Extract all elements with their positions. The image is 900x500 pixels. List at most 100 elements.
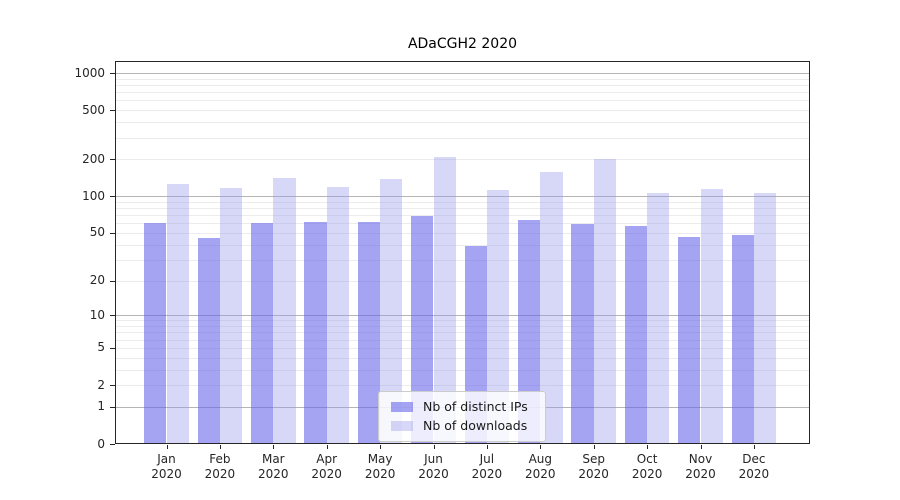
x-tick-label-month: Dec [742,452,766,466]
legend: Nb of distinct IPs Nb of downloads [378,391,546,442]
x-tick-mark-jan [166,445,168,449]
x-tick-label-month: Jul [479,452,495,466]
gridline-minor-3 [115,369,810,371]
gridline-minor-80 [115,208,810,209]
x-tick-label-year: 2020 [578,467,609,481]
gridline-minor-600 [115,100,810,102]
y-tick-label-500: 500 [82,102,105,117]
y-tick-label-10: 10 [89,307,105,322]
x-tick-mark-mar [273,445,275,449]
chart-title: ADaCGH2 2020 [407,36,518,52]
gridline-minor-5 [115,347,810,349]
x-tick-mark-jul [486,445,488,449]
gridline-minor-300 [115,137,810,139]
x-tick-label-jan: Jan 2020 [140,452,194,482]
bar-downloads-aug [540,171,563,444]
gridline-minor-30 [115,259,810,261]
x-tick-label-month: Nov [688,452,713,466]
x-tick-mark-nov [700,445,702,449]
x-tick-label-month: Oct [636,452,658,466]
x-tick-mark-dec [753,445,755,449]
x-tick-label-year: 2020 [525,467,556,481]
x-tick-label-year: 2020 [204,467,236,481]
x-tick-mark-oct [647,445,649,449]
x-tick-label-month: Mar [261,452,285,466]
y-tick-mark-1000 [110,73,115,74]
x-tick-label-dec: Dec 2020 [727,452,781,482]
x-tick-mark-aug [540,445,542,449]
y-tick-mark-50 [110,232,115,234]
gridline-minor-60 [115,223,810,225]
x-tick-mark-feb [219,445,221,449]
x-tick-label-year: 2020 [151,467,182,481]
x-tick-label-apr: Apr 2020 [300,452,354,482]
gridline-minor-7 [115,332,810,334]
x-tick-label-month: Sep [582,452,605,466]
y-tick-label-50: 50 [89,225,105,240]
bar-ips-aug [517,219,541,444]
gridline-major-10 [115,315,810,317]
bar-ips-oct [624,226,648,444]
bar-downloads-jun [433,156,456,444]
gridline-minor-2 [115,385,810,386]
x-tick-mark-apr [326,445,328,449]
bar-downloads-dec [753,192,777,444]
bar-downloads-feb [219,188,243,444]
gridline-minor-900 [115,78,810,80]
y-tick-label-100: 100 [82,188,105,203]
bar-downloads-oct [647,193,670,444]
bar-downloads-jul [486,189,510,444]
gridline-minor-70 [115,215,810,217]
bar-downloads-nov [700,189,723,444]
x-tick-label-oct: Oct 2020 [620,452,674,482]
y-tick-mark-100 [110,196,115,198]
x-tick-mark-sep [593,445,595,449]
y-tick-label-2: 2 [97,377,105,392]
x-tick-label-year: 2020 [738,467,770,481]
bar-downloads-jan [166,183,189,444]
bar-downloads-may [380,179,403,444]
y-tick-mark-20 [110,280,115,282]
gridline-minor-50 [115,232,810,234]
gridline-minor-40 [115,244,810,246]
y-tick-mark-5 [110,347,115,349]
x-tick-mark-jun [433,445,435,449]
gridline-minor-200 [115,159,810,161]
gridline-minor-800 [115,85,810,86]
legend-label-downloads: Nb of downloads [423,418,528,433]
bar-ips-feb [197,238,220,444]
bar-downloads-sep [593,159,617,444]
y-tick-label-1000: 1000 [74,65,105,80]
x-tick-mark-may [380,445,382,449]
plot-area: Nb of distinct IPs Nb of downloads [115,61,810,444]
y-tick-mark-10 [110,315,115,317]
x-tick-label-month: May [367,452,393,466]
x-tick-label-month: Feb [209,452,231,466]
x-tick-label-aug: Aug 2020 [513,452,567,482]
x-tick-label-mar: Mar 2020 [246,452,300,482]
x-tick-label-may: May 2020 [353,452,407,482]
gridline-major-100 [115,196,810,198]
bar-ips-may [357,221,381,444]
x-tick-label-year: 2020 [685,467,716,481]
x-tick-label-month: Jun [424,452,443,466]
y-tick-mark-200 [110,159,115,161]
x-tick-label-nov: Nov 2020 [674,452,728,482]
legend-item-distinct-ips: Nb of distinct IPs [379,397,545,416]
x-tick-label-year: 2020 [471,467,503,481]
gridline-minor-400 [115,122,810,124]
bar-ips-jan [144,223,167,444]
bar-ips-nov [678,237,701,444]
x-tick-label-jun: Jun 2020 [407,452,461,482]
y-tick-mark-0 [110,444,115,445]
y-tick-mark-1 [110,406,115,408]
y-tick-label-5: 5 [97,340,105,355]
legend-swatch-distinct-ips [391,401,413,412]
x-tick-label-year: 2020 [311,467,342,481]
y-tick-mark-2 [110,385,115,386]
x-tick-label-jul: Jul 2020 [460,452,514,482]
gridline-minor-9 [115,320,810,322]
x-tick-label-sep: Sep 2020 [567,452,621,482]
x-tick-label-year: 2020 [631,467,663,481]
gridline-minor-8 [115,326,810,327]
